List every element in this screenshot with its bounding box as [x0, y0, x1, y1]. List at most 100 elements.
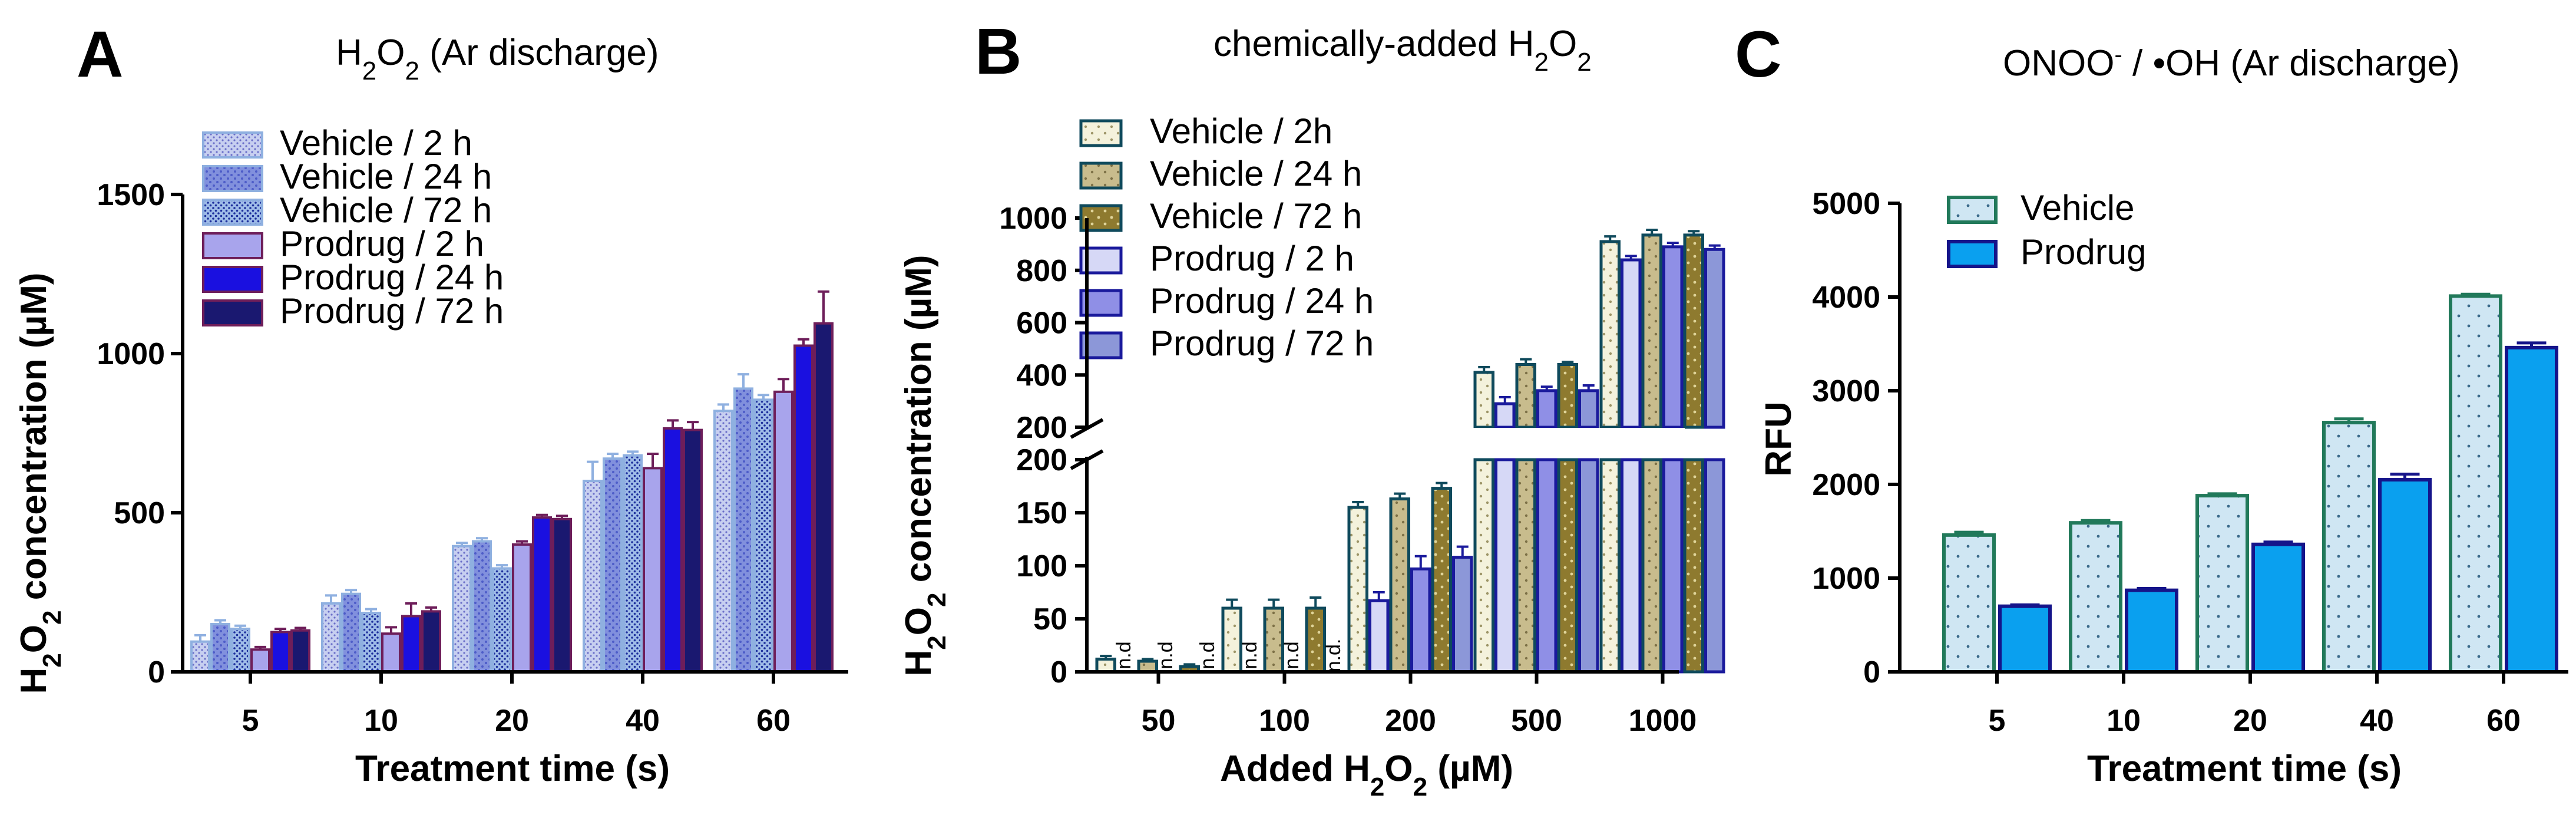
panel-a-bar	[321, 602, 341, 674]
panel-a-error-bar	[405, 602, 417, 616]
panel-a-error-bar	[798, 338, 809, 346]
panel-a-bar	[773, 390, 793, 673]
panel-a-legend-label: Vehicle / 72 h	[280, 190, 492, 230]
panel-c-error-bar	[2334, 417, 2364, 423]
panel-c-x-tick-label: 60	[2486, 704, 2521, 738]
panel-a-bar	[361, 612, 381, 673]
panel-b-bar	[1410, 567, 1431, 674]
panel-b-y-tick-label: 150	[1016, 496, 1067, 530]
panel-b-x-label: Added H2O2 (µM)	[1220, 748, 1513, 801]
panel-b-bar-upper	[1704, 248, 1725, 429]
panel-a-error-bar	[325, 594, 337, 603]
panel-b-legend-label: Prodrug / 24 h	[1150, 281, 1374, 321]
panel-a-bar	[290, 629, 310, 674]
panel-a-legend-swatch	[202, 266, 263, 293]
panel-c-error-bar	[1954, 530, 1984, 535]
panel-b-bar-upper	[1557, 363, 1578, 429]
panel-letter-a: A	[77, 18, 123, 91]
panel-a-x-tick-label: 5	[242, 704, 259, 738]
panel-b-y-tick-label: 200	[1016, 411, 1067, 445]
panel-b-bar-upper	[1621, 258, 1642, 429]
panel-a-legend-swatch	[202, 131, 263, 159]
panel-b-bar	[1368, 599, 1390, 674]
panel-c-bar	[2322, 421, 2376, 674]
panel-b-error-bar	[1268, 598, 1280, 608]
panel-b-bar	[1578, 458, 1599, 674]
panel-b-break-gap	[1437, 428, 1685, 456]
panel-a-error-bar	[536, 513, 548, 518]
panel-c-y-tick-label: 0	[1863, 655, 1880, 690]
panel-a-bar	[643, 467, 663, 674]
panel-b-bar	[1389, 497, 1410, 674]
panel-b-y-tick-label: 100	[1016, 549, 1067, 583]
panel-b-bar	[1683, 458, 1704, 674]
panel-a-title: H2O2 (Ar discharge)	[336, 32, 659, 85]
panel-a-error-bar	[778, 378, 789, 392]
panel-a-legend-label: Prodrug / 72 h	[280, 291, 504, 331]
panel-c-error-bar	[2137, 586, 2167, 591]
panel-b-error-bar	[1666, 242, 1679, 247]
panel-b-x-tick-label: 50	[1142, 704, 1176, 738]
panel-b-y-tick-label: 200	[1016, 443, 1067, 477]
panel-a-error-bar	[345, 589, 357, 594]
panel-a-error-bar	[758, 394, 769, 400]
panel-b-bar	[1515, 458, 1536, 674]
panel-b-bar	[1641, 458, 1662, 674]
panel-b-error-bar	[1604, 235, 1616, 242]
panel-b-bar	[1704, 458, 1725, 674]
panel-a-error-bar	[516, 540, 528, 545]
panel-b-nd-label: n.d	[1155, 641, 1177, 669]
panel-a-error-bar	[587, 460, 598, 481]
panel-a-error-bar	[627, 450, 639, 456]
panel-b-y-tick-label: 1000	[999, 202, 1067, 236]
panel-c-y-label: RFU	[1758, 401, 1799, 476]
panel-b-nd-label: n.d	[1196, 641, 1219, 669]
panel-b-axis-break	[1070, 418, 1104, 470]
panel-b-y-tick-label: 50	[1033, 602, 1067, 636]
panel-b-nd-label: n.d	[1281, 641, 1303, 669]
panel-c-legend-label: Prodrug	[2021, 232, 2146, 272]
panel-a-bar	[532, 516, 552, 673]
panel-a-error-bar	[275, 628, 286, 632]
panel-b-y-tick-label: 600	[1016, 306, 1067, 341]
panel-c-title: ONOO- / •OH (Ar discharge)	[2003, 42, 2460, 84]
panel-b: B chemically-added H2O2 H2O2 concentrati…	[898, 15, 1725, 801]
panel-a-bar	[250, 648, 270, 673]
panel-b-title: chemically-added H2O2	[1213, 24, 1592, 77]
panel-b-error-bar	[1436, 481, 1448, 489]
panel-a-error-bar	[456, 542, 468, 546]
panel-a-bar	[623, 454, 643, 673]
panel-b-error-bar	[1310, 596, 1322, 608]
panel-a-error-bar	[556, 514, 568, 519]
panel-b-bar	[1536, 458, 1557, 674]
panel-b-error-bar	[1352, 501, 1364, 507]
panel-a-y-tick-label: 0	[148, 655, 165, 690]
panel-a-x-tick-label: 60	[756, 704, 791, 738]
panel-b-bar-upper	[1599, 240, 1621, 429]
panel-c-x-tick-label: 20	[2233, 704, 2267, 738]
panel-b-bar-upper	[1494, 402, 1516, 429]
panel-a-x-label: Treatment time (s)	[355, 748, 670, 789]
panel-c-error-bar	[2390, 473, 2420, 480]
panel-c-y-tick-label: 3000	[1812, 374, 1880, 408]
panel-a-bar	[492, 567, 512, 673]
panel-c-legend-swatch	[1947, 196, 1998, 224]
panel-b-error-bar	[1625, 255, 1637, 260]
panel-a-bar	[210, 623, 230, 673]
panel-b-error-bar	[1373, 591, 1385, 601]
panel-a-error-bar	[425, 606, 437, 612]
panel-b-bar-upper	[1662, 245, 1684, 429]
panel-a-legend-label: Vehicle / 24 h	[280, 157, 492, 196]
panel-b-bar	[1599, 458, 1621, 674]
panel-b-bar-upper	[1641, 233, 1662, 429]
panel-a-error-bar	[667, 419, 679, 428]
panel-a-error-bar	[687, 421, 699, 430]
panel-a-bar	[401, 615, 421, 673]
panel-b-error-bar	[1478, 365, 1490, 372]
panel-b-y-label: H2O2 concentration (µM)	[898, 255, 951, 676]
panel-c-bar	[2449, 294, 2502, 674]
panel-b-legend-label: Vehicle / 24 h	[1150, 154, 1362, 193]
panel-a-y-tick-label: 500	[114, 496, 165, 530]
panel-c-bar	[2505, 345, 2558, 674]
